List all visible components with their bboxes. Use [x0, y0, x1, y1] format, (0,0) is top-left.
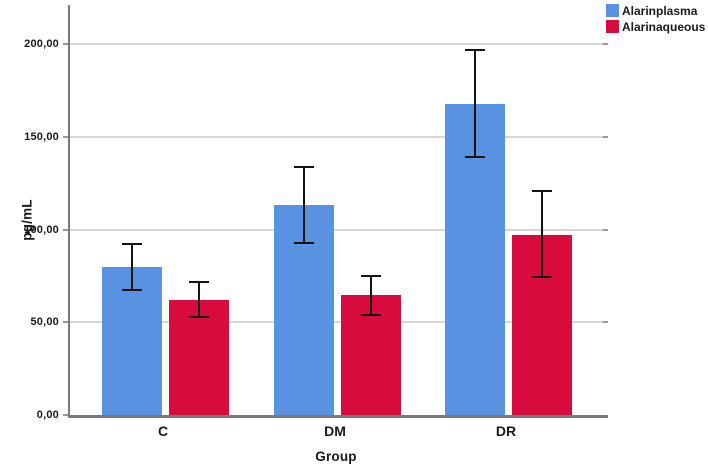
right-tick-mark	[603, 228, 608, 231]
bar-alarinplasma-c	[101, 266, 162, 415]
error-bar-cap-bottom	[531, 275, 552, 278]
error-bar-cap-bottom	[464, 156, 485, 159]
legend-label: Alarinplasma	[622, 3, 698, 18]
error-bar-line	[540, 191, 543, 277]
right-tick-mark	[603, 321, 608, 324]
gridline	[69, 321, 603, 324]
y-axis-line	[68, 5, 70, 415]
y-tick-mark	[63, 321, 69, 324]
error-bar-cap-top	[531, 190, 552, 193]
error-bar-line	[473, 50, 476, 158]
error-bar-line	[197, 282, 200, 317]
y-tick-mark	[63, 135, 69, 138]
error-bar-cap-top	[293, 166, 314, 169]
gridline	[69, 228, 603, 231]
error-bar-cap-bottom	[293, 242, 314, 245]
right-tick-mark	[603, 135, 608, 138]
legend-item-alarinplasma: Alarinplasma	[606, 3, 705, 18]
error-bar-cap-bottom	[121, 288, 142, 291]
error-bar-cap-top	[188, 281, 209, 284]
error-bar-cap-bottom	[188, 315, 209, 318]
y-tick-label: 50,00	[30, 316, 59, 329]
y-tick-mark	[63, 228, 69, 231]
right-tick-mark	[603, 43, 608, 45]
y-tick-label: 100,00	[24, 223, 59, 236]
x-axis-title: Group	[315, 449, 357, 464]
legend-item-alarinaqueous: Alarinaqueous	[606, 19, 705, 34]
legend-swatch-icon	[606, 4, 619, 17]
error-bar-cap-top	[464, 49, 485, 52]
y-tick-label: 150,00	[24, 130, 59, 143]
error-bar-line	[302, 167, 305, 244]
y-tick-mark	[63, 414, 69, 416]
error-bar-cap-top	[121, 243, 142, 246]
gridline	[69, 135, 603, 138]
legend-swatch-icon	[606, 20, 619, 33]
y-tick-mark	[63, 43, 69, 45]
y-tick-label: 0,00	[36, 409, 59, 421]
error-bar-cap-top	[360, 274, 381, 277]
error-bar-line	[130, 244, 133, 290]
legend: Alarinplasma Alarinaqueous	[606, 3, 705, 34]
y-tick-label: 200,00	[24, 38, 59, 50]
x-axis-line	[68, 415, 608, 418]
x-tick-label-c: C	[157, 423, 169, 439]
error-bar-cap-bottom	[360, 313, 381, 316]
legend-label: Alarinaqueous	[622, 19, 706, 34]
x-tick-label-dm: DM	[324, 423, 346, 439]
x-tick-label-dr: DR	[495, 423, 517, 439]
bar-alarinaqueous-c	[168, 299, 229, 415]
error-bar-line	[369, 275, 372, 315]
gridline	[69, 43, 603, 45]
